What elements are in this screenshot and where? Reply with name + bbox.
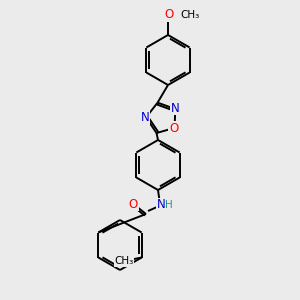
Text: O: O bbox=[164, 8, 174, 22]
Text: CH₃: CH₃ bbox=[180, 10, 199, 20]
Text: N: N bbox=[171, 102, 180, 115]
Text: N: N bbox=[141, 111, 149, 124]
Text: H: H bbox=[165, 200, 173, 210]
Text: O: O bbox=[169, 122, 178, 135]
Text: N: N bbox=[157, 199, 165, 212]
Text: CH₃: CH₃ bbox=[114, 256, 133, 266]
Text: O: O bbox=[128, 197, 138, 211]
